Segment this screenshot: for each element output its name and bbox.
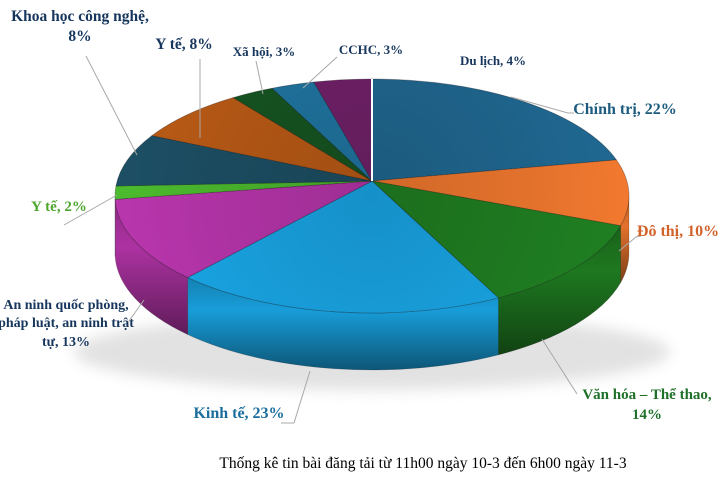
- pie-slice-cchc-3: [271, 81, 373, 182]
- pie-slice-y-te-2: [114, 180, 373, 200]
- leader-line-khoa-hoc-cong-nghe-8: [85, 55, 138, 156]
- pie-slice-van-hoa-the-thao-14: [371, 180, 621, 299]
- leader-line-kinh-te-23: [281, 370, 311, 424]
- pie-slice-an-ninh-quoc-phong-phap-luat-an-ninh-trat-tu-13: [114, 180, 373, 278]
- leader-line-y-te-2: [63, 194, 118, 226]
- leader-line-xa-hoi-3: [255, 60, 264, 95]
- pie-slice-y-te-8: [151, 97, 373, 182]
- pie-slice-khoa-hoc-cong-nghe-8: [115, 135, 373, 187]
- chart-caption: Thống kê tin bài đăng tải từ 11h00 ngày …: [219, 455, 627, 472]
- leader-line-o-thi-10: [618, 235, 642, 252]
- leader-line-van-hoa-the-thao-14: [541, 338, 578, 395]
- leader-line-cchc-3: [302, 56, 338, 89]
- pie-slice-xa-hoi-3: [232, 87, 373, 182]
- leader-line-chinh-tri-22: [510, 96, 574, 114]
- leader-line-an-ninh-quoc-phong-phap-luat-an-ninh-trat-tu-13: [128, 299, 145, 322]
- pie-slice-chinh-tri-22: [371, 78, 617, 182]
- pie-slice-wall-an-ninh-quoc-phong-phap-luat-an-ninh-trat-tu-13: [114, 199, 188, 336]
- pie-slice-kinh-te-23: [187, 180, 499, 314]
- pie-slice-o-thi-10: [371, 159, 630, 227]
